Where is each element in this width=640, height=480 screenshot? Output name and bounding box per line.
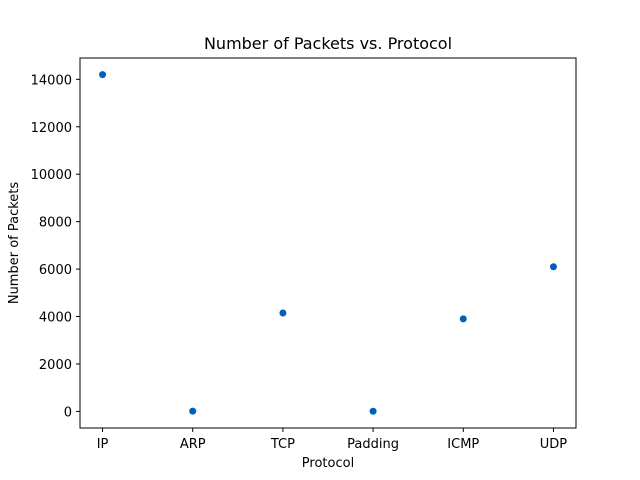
x-axis: IP ARP TCP Padding ICMP UDP (97, 428, 568, 452)
y-axis-label: Number of Packets (7, 182, 22, 305)
data-points (99, 71, 557, 415)
chart-title: Number of Packets vs. Protocol (204, 34, 452, 53)
x-tick-label: Padding (347, 437, 399, 452)
y-tick-label: 0 (64, 405, 72, 420)
data-point (99, 71, 107, 79)
x-tick-label: UDP (540, 437, 568, 452)
x-tick-label: ICMP (447, 437, 479, 452)
data-point (189, 407, 197, 415)
data-point (369, 407, 377, 415)
y-tick-label: 6000 (39, 263, 72, 278)
data-point (549, 263, 557, 271)
y-tick-label: 12000 (31, 121, 72, 136)
data-point (279, 309, 287, 317)
y-axis: 0 2000 4000 6000 8000 10000 12000 14000 (31, 73, 80, 420)
y-tick-label: 4000 (39, 311, 72, 326)
plot-area (79, 57, 577, 429)
y-tick-label: 8000 (39, 216, 72, 231)
y-tick-label: 14000 (31, 73, 72, 88)
x-tick-label: TCP (270, 437, 295, 452)
x-axis-label: Protocol (302, 456, 354, 471)
data-point (459, 315, 467, 323)
y-tick-label: 2000 (39, 358, 72, 373)
x-tick-label: IP (97, 437, 109, 452)
x-tick-label: ARP (180, 437, 206, 452)
y-tick-label: 10000 (31, 168, 72, 183)
